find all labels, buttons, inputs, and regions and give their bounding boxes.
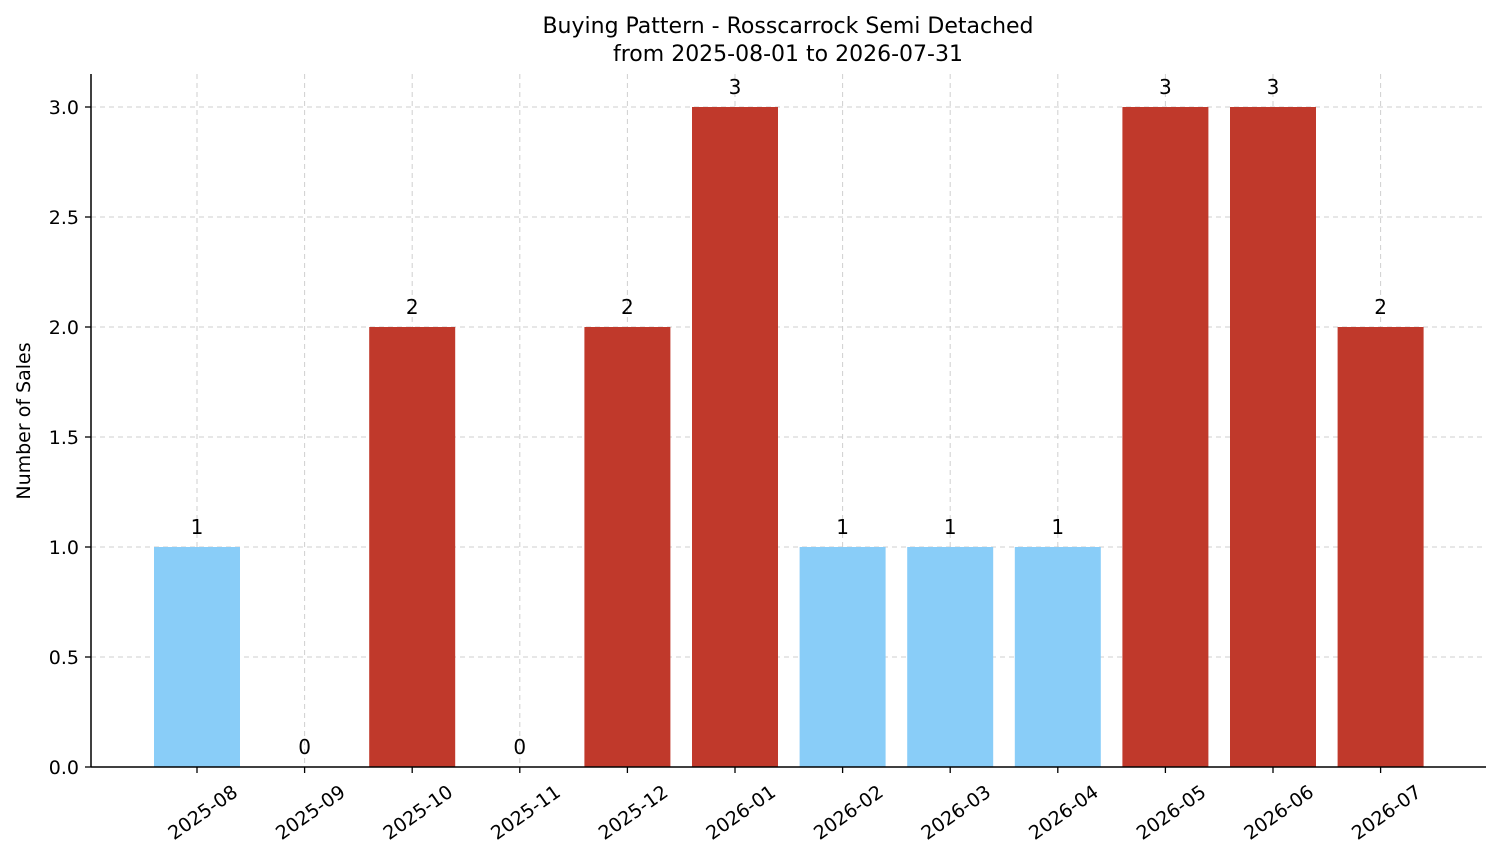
y-axis-label: Number of Sales xyxy=(13,342,35,499)
y-tick-label: 2.0 xyxy=(49,317,79,339)
x-tick-label: 2026-01 xyxy=(702,781,780,845)
bar-value-label: 0 xyxy=(513,735,526,759)
bar-value-label: 1 xyxy=(944,515,957,539)
x-tick-label: 2026-05 xyxy=(1133,781,1211,845)
bar-value-label: 3 xyxy=(1159,75,1172,99)
bar-value-label: 1 xyxy=(1051,515,1064,539)
x-tick-label: 2026-02 xyxy=(810,781,888,845)
bar xyxy=(907,547,994,767)
bar-layer: 1 0 2 0 2 3 1 1 1 3 3 2 xyxy=(154,75,1424,767)
y-tick-label: 1.5 xyxy=(49,427,79,449)
x-tick-label: 2026-07 xyxy=(1348,781,1426,845)
chart-subtitle: from 2025-08-01 to 2026-07-31 xyxy=(613,42,963,67)
x-tick-label: 2025-08 xyxy=(164,781,242,845)
bar-value-label: 1 xyxy=(836,515,849,539)
bar xyxy=(1337,327,1424,767)
bar xyxy=(1230,107,1316,767)
x-tick-label: 2026-04 xyxy=(1025,781,1103,845)
bar-value-label: 3 xyxy=(729,75,742,99)
bar-value-label: 1 xyxy=(191,515,204,539)
chart-title: Buying Pattern - Rosscarrock Semi Detach… xyxy=(542,14,1033,39)
x-tick-label: 2025-11 xyxy=(487,781,565,845)
bar xyxy=(799,547,886,767)
x-tick-label: 2025-12 xyxy=(595,781,673,845)
x-tick-label: 2025-10 xyxy=(379,781,457,845)
x-tick-label: 2026-03 xyxy=(917,781,995,845)
bar xyxy=(369,327,456,767)
y-tick-label: 3.0 xyxy=(49,97,79,119)
bar xyxy=(692,107,778,767)
bar-value-label: 2 xyxy=(621,295,634,319)
y-tick-label: 2.5 xyxy=(49,207,79,229)
bar-value-label: 3 xyxy=(1267,75,1280,99)
x-tick-label: 2026-06 xyxy=(1240,781,1318,845)
bar xyxy=(1014,547,1101,767)
y-tick-label: 0.0 xyxy=(49,757,79,779)
bar-value-label: 2 xyxy=(406,295,419,319)
bar-value-label: 2 xyxy=(1374,295,1387,319)
x-tick-label: 2025-09 xyxy=(272,781,350,845)
bar xyxy=(1122,107,1209,767)
y-tick-label: 0.5 xyxy=(49,647,79,669)
bar xyxy=(154,547,240,767)
bar-value-label: 0 xyxy=(298,735,311,759)
bar xyxy=(584,327,671,767)
y-tick-label: 1.0 xyxy=(49,537,79,559)
